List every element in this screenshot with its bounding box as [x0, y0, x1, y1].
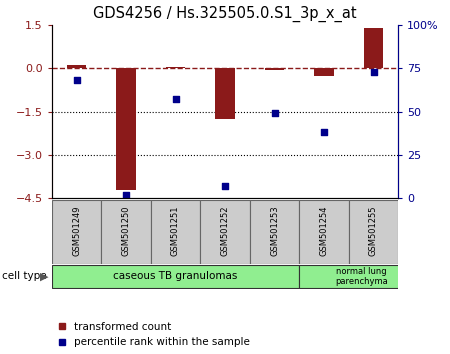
Text: caseous TB granulomas: caseous TB granulomas — [113, 272, 238, 281]
Point — [271, 110, 278, 116]
Bar — [101, 200, 151, 264]
Bar — [349, 200, 398, 264]
Point — [320, 130, 328, 135]
Point — [172, 97, 179, 102]
Text: cell type: cell type — [2, 272, 47, 281]
Bar — [215, 68, 235, 119]
Point — [221, 183, 229, 189]
Bar — [299, 265, 423, 288]
Text: GSM501253: GSM501253 — [270, 205, 279, 256]
Bar — [200, 200, 250, 264]
Bar — [265, 68, 284, 70]
Point — [122, 192, 130, 198]
Text: normal lung
parenchyma: normal lung parenchyma — [335, 267, 387, 286]
Bar — [52, 200, 101, 264]
Bar — [52, 265, 299, 288]
Text: GSM501250: GSM501250 — [122, 205, 130, 256]
Bar — [116, 68, 136, 190]
Text: ▶: ▶ — [40, 272, 48, 281]
Text: GSM501255: GSM501255 — [369, 205, 378, 256]
Bar — [314, 68, 334, 76]
Text: GSM501254: GSM501254 — [320, 205, 328, 256]
Bar — [67, 65, 86, 68]
Bar — [364, 28, 383, 68]
Text: GSM501249: GSM501249 — [72, 205, 81, 256]
Point — [370, 69, 377, 74]
Bar — [250, 200, 299, 264]
Title: GDS4256 / Hs.325505.0.S1_3p_x_at: GDS4256 / Hs.325505.0.S1_3p_x_at — [93, 6, 357, 22]
Text: GSM501252: GSM501252 — [220, 205, 230, 256]
Legend: transformed count, percentile rank within the sample: transformed count, percentile rank withi… — [59, 322, 250, 347]
Bar — [151, 200, 200, 264]
Bar — [166, 67, 185, 68]
Bar — [299, 200, 349, 264]
Point — [73, 78, 80, 83]
Text: GSM501251: GSM501251 — [171, 205, 180, 256]
